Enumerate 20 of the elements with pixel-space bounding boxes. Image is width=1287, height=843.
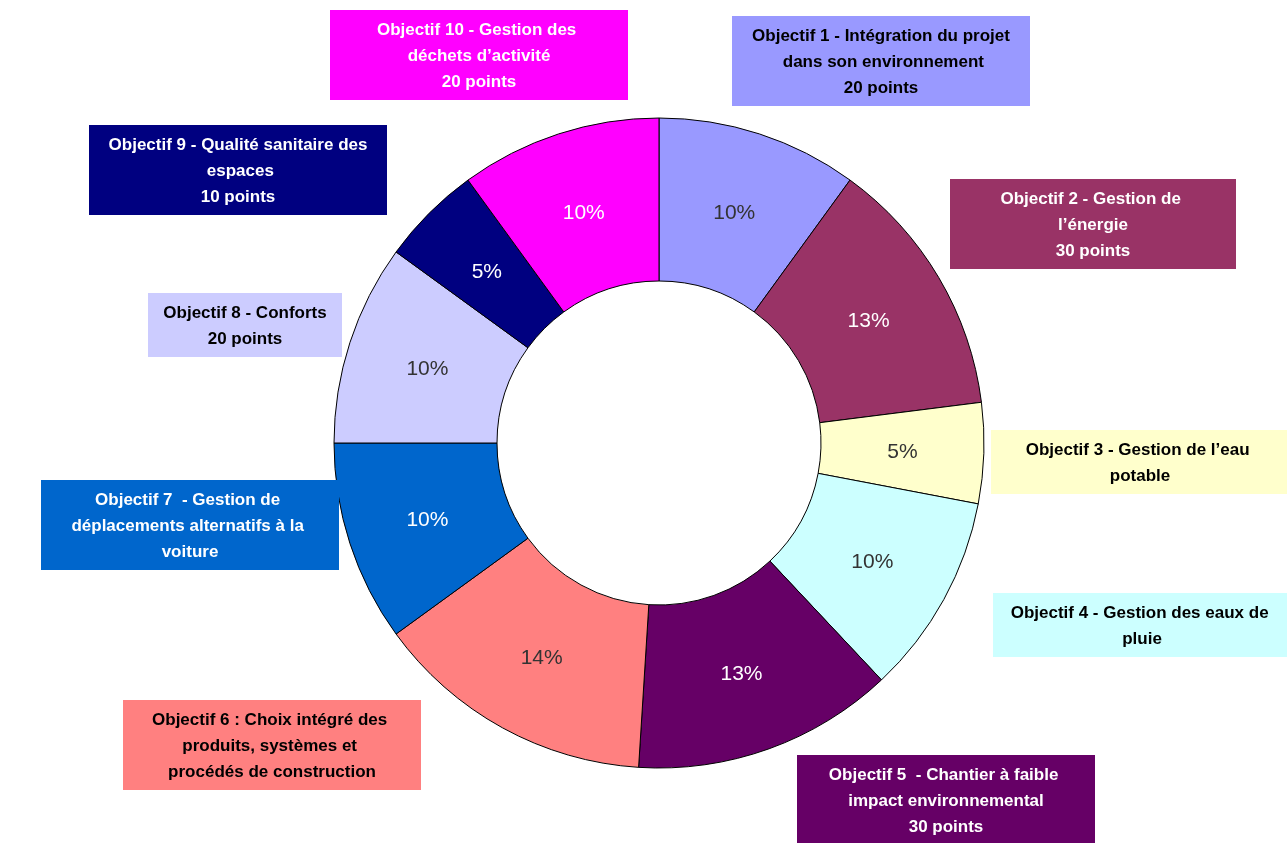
slice-label: Objectif 5 - Chantier à faible impact environnemental 30 points [828,764,1064,836]
data-label: 10% [406,506,449,530]
data-label: 10% [406,356,449,380]
data-label: 10% [562,199,605,223]
slice-label: Objectif 10 - Gestion des déchets d’activité 20 points [376,19,582,91]
slice-label: Objectif 2 - Gestion de l’énergie 30 points [1000,188,1186,260]
slice-label: Objectif 4 - Gestion des eaux de pluie [1010,602,1274,648]
data-label: 13% [720,660,763,684]
slice-label: Objectif 8 - Conforts 20 points [163,302,327,348]
data-label: 10% [713,199,756,223]
slice-label: Objectif 6 : Choix intégré des produits, systèmes et procédés de construction [152,709,392,781]
data-label: 10% [851,548,894,572]
data-label: 13% [847,307,890,331]
data-label: 14% [520,644,563,668]
data-label: 5% [887,439,918,463]
slice-label: Objectif 3 - Gestion de l’eau potable [1025,439,1255,485]
slice-label: Objectif 7 - Gestion de déplacements alternatifs à la voiture [71,489,309,561]
slice-label: Objectif 1 - Intégration du projet dans son environnement 20 points [752,25,1011,97]
data-label: 5% [471,259,502,283]
slice-label: Objectif 9 - Qualité sanitaire des espaces 10 points [108,134,368,206]
